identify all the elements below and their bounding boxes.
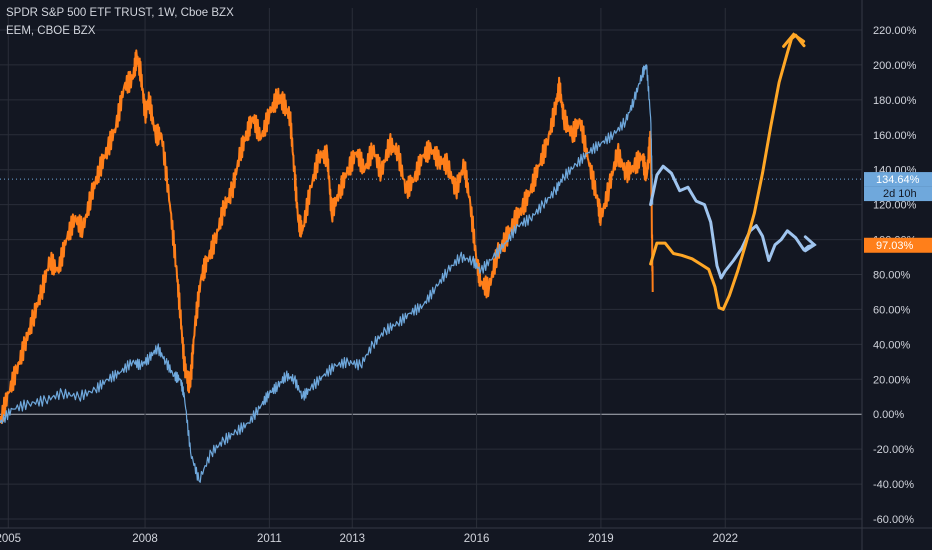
grid-layer xyxy=(0,8,862,528)
main-symbol-legend[interactable]: SPDR S&P 500 ETF TRUST, 1W, Cboe BZX xyxy=(6,7,234,19)
compare-symbol-legend[interactable]: EEM, CBOE BZX xyxy=(6,25,96,37)
y-tick-label: 120.00% xyxy=(873,200,917,212)
series-layer xyxy=(0,49,654,483)
spy-forecast-drawing xyxy=(649,33,806,311)
x-tick-label: 2016 xyxy=(464,533,490,545)
y-tick-label: -40.00% xyxy=(873,479,914,491)
eem-value-badge xyxy=(864,172,932,187)
y-tick-label: 60.00% xyxy=(873,304,911,316)
eem-series-line xyxy=(0,64,654,483)
badge-layer: 134.64% 2d 10h 97.03% xyxy=(864,172,932,253)
eem-forecast-drawing xyxy=(649,164,816,280)
eem-countdown-badge xyxy=(864,186,932,202)
spy-value-badge-text: 97.03% xyxy=(876,240,914,252)
y-tick-label: 0.00% xyxy=(873,409,904,421)
y-tick-label: 20.00% xyxy=(873,374,911,386)
x-tick-label: 2005 xyxy=(0,533,21,545)
eem-countdown-badge-text: 2d 10h xyxy=(883,188,917,200)
spy-forecast-arrowhead xyxy=(782,32,806,48)
y-tick-label: 80.00% xyxy=(873,270,911,282)
x-tick-label: 2019 xyxy=(588,533,614,545)
y-tick-label: 220.00% xyxy=(873,25,917,37)
y-tick-label: 40.00% xyxy=(873,339,911,351)
y-tick-label: 180.00% xyxy=(873,95,917,107)
spy-series-line xyxy=(0,49,654,424)
eem-forecast-arrowhead xyxy=(803,235,817,253)
y-tick-label: -20.00% xyxy=(873,444,914,456)
y-tick-label: -60.00% xyxy=(873,514,914,526)
y-tick-label: 160.00% xyxy=(873,130,917,142)
x-tick-label: 2011 xyxy=(257,533,282,545)
drawing-layer xyxy=(649,32,817,311)
x-tick-label: 2008 xyxy=(132,533,158,545)
eem-value-badge-text: 134.64% xyxy=(876,174,920,186)
y-tick-label: 200.00% xyxy=(873,60,917,72)
spy-value-badge xyxy=(864,237,932,253)
x-tick-label: 2013 xyxy=(339,533,365,545)
x-tick-label: 2022 xyxy=(712,533,738,545)
